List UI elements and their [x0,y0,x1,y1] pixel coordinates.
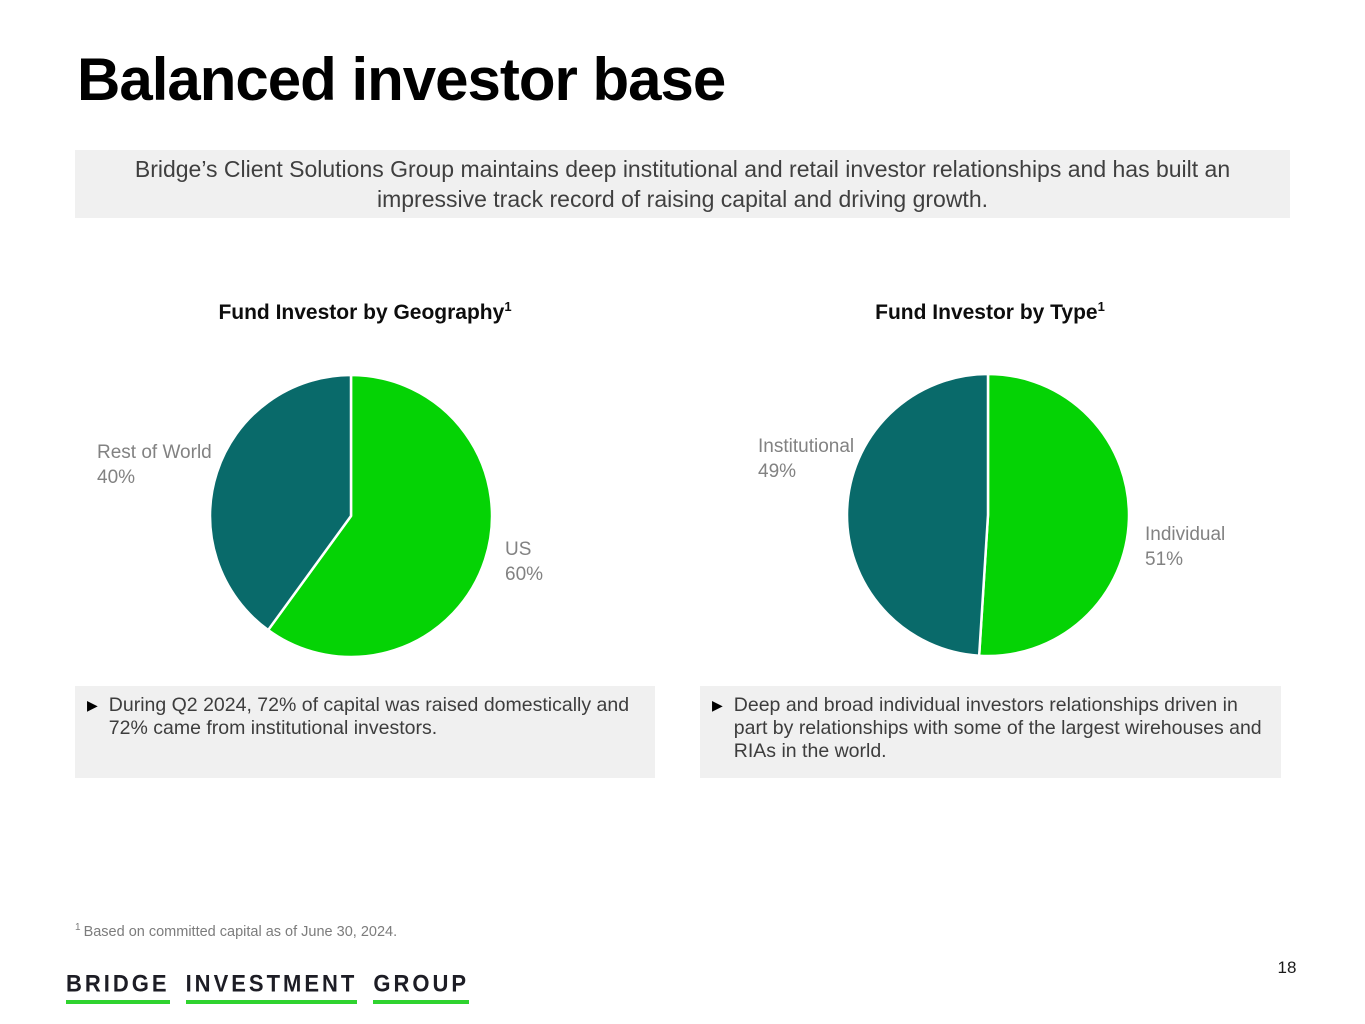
pie-label-institutional-name: Institutional [758,436,855,457]
footnote-superscript: 1 [75,922,81,933]
pie-chart-geography [206,371,496,661]
callout-geography-text: During Q2 2024, 72% of capital was raise… [108,694,630,739]
bullet-triangle-icon: ▶ [87,697,98,713]
logo-underline [185,1000,358,1005]
logo-word-investment-text: INVESTMENT [185,969,358,997]
chart-title-type: Fund Investor by Type1 [700,299,1280,325]
pie-label-rest-of-world: Rest of World 40% [97,440,212,490]
bridge-investment-group-logo: BRIDGE INVESTMENT GROUP [66,969,470,1005]
callout-type: ▶ Deep and broad individual investors re… [700,686,1281,778]
logo-underline [66,1000,170,1005]
pie-label-rest-of-world-name: Rest of World [97,442,212,463]
pie-label-institutional-pct: 49% [758,461,797,483]
logo-word-bridge-text: BRIDGE [66,969,170,997]
pie-label-rest-of-world-pct: 40% [97,467,136,489]
pie-slice-individual [977,372,1131,658]
pie-label-individual-pct: 51% [1145,549,1184,571]
pie-label-us-name: US [505,539,532,560]
logo-word-group-text: GROUP [373,969,470,997]
chart-title-geography-text: Fund Investor by Geography [218,301,505,324]
pie-slice-us [266,373,494,659]
page-title: Balanced investor base [77,46,726,113]
chart-title-geography: Fund Investor by Geography1 [75,299,655,325]
logo-word-bridge: BRIDGE [66,969,170,1005]
pie-label-institutional: Institutional 49% [758,434,854,484]
pie-slice-rest-of-world [208,373,353,632]
footnote: 1 Based on committed capital as of June 3… [75,922,397,940]
pie-label-individual-name: Individual [1145,524,1226,545]
chart-title-type-footnote-ref: 1 [1097,299,1105,314]
intro-banner-text: Bridge’s Client Solutions Group maintain… [134,155,1231,212]
pie-label-individual: Individual 51% [1145,522,1225,572]
bullet-triangle-icon: ▶ [712,697,723,713]
logo-word-investment: INVESTMENT [185,969,358,1005]
pie-label-us-pct: 60% [505,564,544,586]
pie-slice-institutional [845,372,990,657]
pie-chart-type [843,370,1133,660]
page-number: 18 [1277,958,1297,977]
logo-underline [373,1000,470,1005]
chart-title-geography-footnote-ref: 1 [504,299,512,314]
chart-title-type-text: Fund Investor by Type [875,301,1098,324]
intro-banner: Bridge’s Client Solutions Group maintain… [75,150,1290,218]
logo-word-group: GROUP [373,969,470,1005]
callout-geography: ▶ During Q2 2024, 72% of capital was rai… [75,686,655,778]
callout-type-text: Deep and broad individual investors rela… [733,694,1262,762]
footnote-text: Based on committed capital as of June 30… [83,923,398,940]
pie-label-us: US 60% [505,537,543,587]
